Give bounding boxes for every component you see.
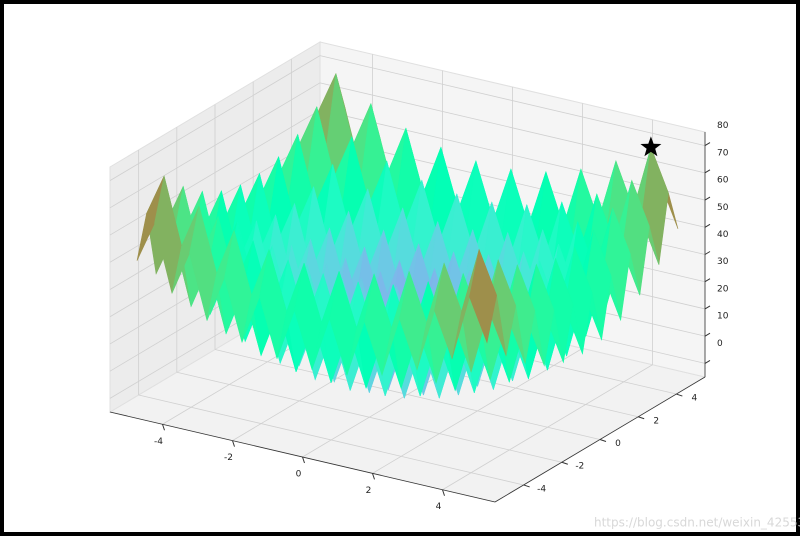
x-tick-label: 2: [366, 486, 372, 496]
star-marker: [640, 136, 662, 157]
z-tick-label: 10: [717, 312, 729, 322]
z-tick-label: 30: [717, 257, 729, 267]
y-tick-label: 2: [653, 416, 659, 426]
watermark: https://blog.csdn.net/weixin_4255383: [594, 516, 800, 530]
y-tick-label: 0: [615, 439, 621, 449]
y-tick-label: 4: [691, 394, 697, 404]
grid-line: [109, 82, 321, 209]
z-tick: [704, 223, 711, 228]
z-tick-label: 80: [717, 121, 729, 131]
x-tick-label: 0: [296, 470, 302, 480]
z-tick: [704, 332, 711, 337]
z-tick: [704, 251, 711, 255]
surface-patch: [469, 248, 497, 344]
z-tick-label: 70: [717, 148, 729, 158]
z-tick: [704, 196, 711, 201]
z-tick: [704, 278, 711, 283]
z-tick: [704, 305, 711, 310]
grid-line: [319, 55, 706, 147]
z-tick-label: 50: [717, 203, 729, 213]
grid-line: [214, 349, 601, 440]
z-tick-label: 40: [717, 230, 729, 240]
axis-line: [109, 411, 496, 503]
x-tick: [302, 456, 305, 464]
z-tick-label: 0: [717, 339, 723, 349]
x-tick: [442, 489, 445, 496]
z-tick-label: 20: [717, 284, 729, 294]
axis-line: [494, 376, 706, 503]
x-tick: [162, 424, 165, 431]
x-tick: [372, 473, 375, 480]
grid-line: [138, 394, 524, 486]
z-tick: [704, 169, 711, 174]
z-tick-label: 60: [717, 176, 729, 186]
grid-line: [109, 55, 321, 181]
x-tick-label: -2: [224, 453, 233, 463]
y-tick: [599, 439, 607, 442]
y-tick: [676, 393, 683, 397]
y-tick-label: -2: [575, 462, 584, 472]
y-tick: [561, 461, 568, 465]
y-tick: [523, 484, 530, 488]
x-tick: [232, 440, 235, 447]
z-tick: [704, 359, 711, 364]
y-tick-label: -4: [537, 484, 546, 494]
x-tick-label: -4: [154, 437, 163, 447]
grid-line: [176, 371, 562, 463]
y-tick: [638, 416, 645, 420]
grid-line: [109, 109, 321, 236]
z-tick: [704, 142, 711, 147]
x-tick-label: 4: [436, 502, 442, 512]
grid-line: [319, 82, 706, 174]
